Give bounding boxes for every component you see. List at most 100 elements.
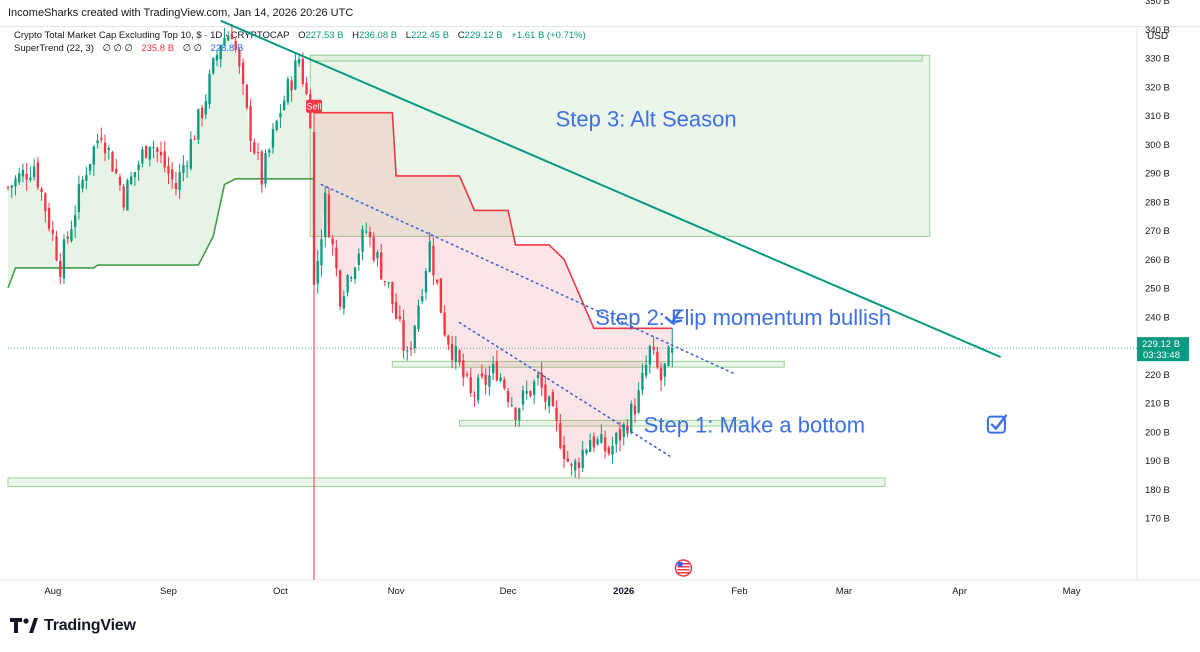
- change-value: +1.61 B (+0.71%): [511, 30, 586, 41]
- candle-down: [566, 458, 569, 462]
- y-tick-label: 170 B: [1145, 514, 1170, 525]
- candle-up: [365, 231, 368, 233]
- candle-up: [96, 140, 99, 144]
- downtrend-line: [220, 19, 1002, 359]
- symbol-legend[interactable]: Crypto Total Market Cap Excluding Top 10…: [14, 30, 586, 41]
- candle-up: [518, 408, 521, 420]
- candle-down: [100, 137, 103, 140]
- candle-down: [447, 335, 450, 345]
- checkmark-icon: [990, 414, 1008, 430]
- candle-down: [301, 58, 304, 84]
- candle-down: [495, 361, 499, 381]
- indicator-empty-2: ∅ ∅: [182, 43, 202, 54]
- candle-down: [338, 270, 342, 307]
- indicator-empty-1: ∅ ∅ ∅: [102, 43, 133, 54]
- candle-up: [611, 445, 614, 455]
- close-label: C: [457, 30, 465, 41]
- high-label: H: [352, 30, 360, 41]
- candle-up: [316, 261, 319, 284]
- us-flag-stripe: [677, 566, 690, 568]
- tradingview-logo[interactable]: TradingView: [10, 617, 136, 635]
- candle-up: [148, 146, 151, 160]
- annotation-step-1: Step 1: Make a bottom: [644, 413, 865, 438]
- candle-down: [171, 169, 174, 180]
- candle-up: [413, 325, 416, 349]
- y-tick-label: 260 B: [1145, 255, 1170, 266]
- candle-up: [547, 396, 551, 407]
- candle-up: [671, 348, 674, 353]
- candle-down: [260, 151, 263, 185]
- candle-up: [204, 101, 207, 115]
- top-bar: IncomeSharks created with TradingView.co…: [0, 0, 1200, 27]
- annotation-step-3: Step 3: Alt Season: [556, 106, 737, 131]
- candle-down: [59, 260, 62, 277]
- candle-down: [559, 423, 562, 449]
- candle-down: [391, 281, 394, 304]
- currency-label[interactable]: USD: [1147, 31, 1169, 42]
- supertrend: [7, 111, 673, 330]
- candle-down: [465, 374, 469, 376]
- indicator-legend[interactable]: SuperTrend (22, 3) ∅ ∅ ∅ 235.8 B ∅ ∅ 228…: [14, 43, 243, 54]
- candle-down: [555, 407, 558, 421]
- zones: [7, 54, 931, 487]
- supertrend-down-fill: [314, 112, 673, 469]
- x-tick-label: Feb: [731, 586, 747, 597]
- attribution-text: IncomeSharks created with TradingView.co…: [8, 7, 354, 19]
- us-flag-stripe: [677, 572, 690, 574]
- candle-up: [615, 432, 618, 445]
- candle-down: [193, 138, 196, 140]
- candle-down: [450, 344, 454, 361]
- annotations: Step 3: Alt Season Step 2: Flip momentum …: [556, 106, 1008, 438]
- candle-up: [189, 139, 193, 169]
- candle-down: [544, 384, 547, 402]
- candle-down: [607, 447, 610, 454]
- candle-down: [55, 236, 58, 261]
- candle-down: [480, 373, 484, 377]
- candle-down: [402, 320, 405, 351]
- x-tick-label: Apr: [952, 586, 967, 597]
- x-tick-label: Sep: [160, 586, 177, 597]
- candle-down: [327, 194, 331, 238]
- price-chart[interactable]: 350 B 340 B 330 B 320 B 310 B 300 B 290 B 280 B…: [0, 0, 1200, 612]
- candle-up: [477, 377, 480, 401]
- candle-down: [633, 405, 637, 415]
- indicator-value-1: 235.8 B: [141, 43, 175, 54]
- candle-down: [241, 62, 245, 85]
- candle-down: [473, 395, 476, 397]
- x-axis: Aug Sep Oct Nov Dec 2026 Feb Mar Apr May: [0, 579, 1200, 597]
- candle-down: [122, 186, 125, 208]
- x-tick-label: May: [1063, 586, 1081, 597]
- candle-down: [103, 142, 107, 154]
- candle-down: [394, 302, 398, 319]
- y-tick-label: 330 B: [1145, 54, 1170, 65]
- candle-down: [245, 84, 248, 108]
- candle-up: [637, 390, 640, 413]
- candle-up: [353, 267, 357, 280]
- tradingview-logo-text: TradingView: [44, 617, 136, 634]
- candle-up: [667, 346, 670, 367]
- candle-down: [290, 80, 293, 91]
- candle-down: [51, 229, 54, 234]
- candle-down: [156, 147, 159, 152]
- candle-up: [279, 113, 282, 118]
- candle-up: [630, 403, 633, 433]
- candle-down: [570, 464, 573, 467]
- candle-down: [592, 436, 596, 448]
- y-tick-label: 350 B: [1145, 0, 1170, 7]
- candle-up: [596, 439, 599, 445]
- candle-down: [256, 151, 260, 153]
- candle-up: [421, 296, 424, 302]
- candle-down: [47, 208, 51, 229]
- candle-down: [238, 50, 241, 67]
- candle-up: [417, 305, 420, 330]
- candle-up: [357, 253, 360, 265]
- candle-up: [137, 164, 140, 170]
- candle-down: [372, 237, 375, 260]
- candle-up: [294, 60, 297, 90]
- candle-down: [551, 392, 554, 407]
- candle-up: [424, 270, 428, 293]
- candle-down: [44, 193, 47, 212]
- candle-up: [454, 346, 457, 362]
- trendlines: [220, 19, 1002, 459]
- candle-up: [10, 185, 13, 188]
